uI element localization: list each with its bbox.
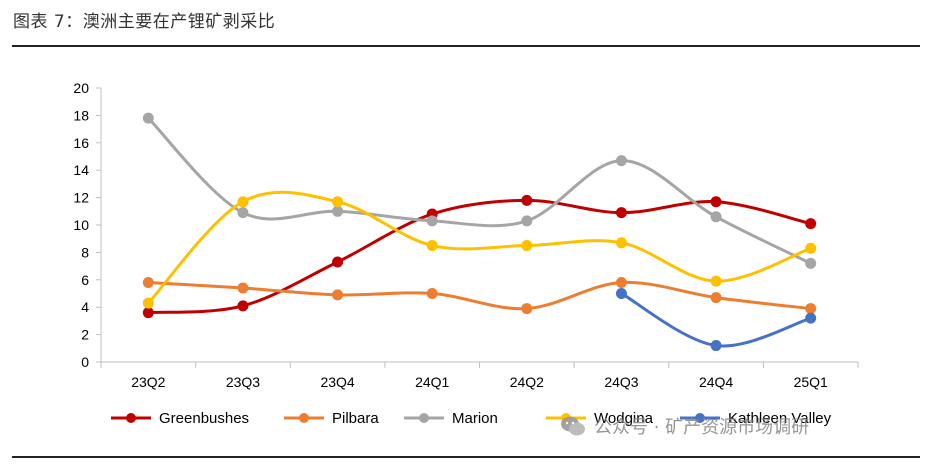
data-point-pilbara bbox=[805, 303, 817, 315]
data-point-greenbushes bbox=[237, 300, 249, 312]
legend-marker-kathleen-valley bbox=[695, 413, 705, 423]
data-point-pilbara bbox=[142, 277, 154, 289]
y-tick-label: 16 bbox=[73, 135, 89, 151]
data-point-marion bbox=[615, 155, 627, 167]
x-tick-label: 23Q3 bbox=[226, 374, 260, 390]
watermark-text: 公众号 · 矿产资源市场调研 bbox=[594, 417, 810, 438]
y-tick-label: 10 bbox=[73, 217, 89, 233]
data-point-greenbushes bbox=[805, 218, 817, 230]
data-point-wodgina bbox=[615, 237, 627, 249]
x-tick-label: 24Q2 bbox=[510, 374, 544, 390]
data-point-marion bbox=[332, 205, 344, 217]
data-point-wodgina bbox=[426, 240, 438, 252]
data-point-marion bbox=[710, 211, 722, 223]
legend-marker-marion bbox=[419, 413, 429, 423]
x-tick-label: 23Q2 bbox=[131, 374, 165, 390]
x-tick-label: 24Q4 bbox=[699, 374, 733, 390]
bottom-divider bbox=[12, 456, 920, 458]
y-tick-label: 6 bbox=[81, 272, 89, 288]
data-point-pilbara bbox=[710, 292, 722, 304]
y-tick-label: 4 bbox=[81, 299, 89, 315]
legend-label-pilbara: Pilbara bbox=[332, 410, 379, 427]
series-line-pilbara bbox=[146, 280, 813, 311]
data-point-marion bbox=[142, 112, 154, 124]
watermark: 公众号 · 矿产资源市场调研 bbox=[560, 413, 809, 439]
legend-marker-greenbushes bbox=[126, 413, 136, 423]
top-divider bbox=[12, 45, 920, 47]
data-point-kathleen-valley bbox=[615, 288, 627, 299]
data-point-marion bbox=[237, 207, 249, 219]
x-tick-label: 24Q3 bbox=[604, 374, 638, 390]
legend-marker-pilbara bbox=[299, 413, 309, 423]
x-tick-label: 24Q1 bbox=[415, 374, 449, 390]
data-point-wodgina bbox=[805, 242, 817, 254]
legend-label-kathleen-valley: Kathleen Valley bbox=[728, 410, 832, 427]
data-point-wodgina bbox=[710, 275, 722, 287]
data-point-pilbara bbox=[237, 282, 249, 294]
y-tick-label: 12 bbox=[73, 190, 89, 206]
legend-label-wodgina: Wodgina bbox=[594, 410, 654, 427]
series-line-marion bbox=[146, 116, 813, 265]
series-line-greenbushes bbox=[146, 198, 813, 315]
data-point-marion bbox=[805, 257, 817, 269]
data-point-wodgina bbox=[521, 240, 533, 252]
data-point-wodgina bbox=[142, 297, 154, 309]
data-point-pilbara bbox=[615, 277, 627, 289]
data-point-greenbushes bbox=[521, 194, 533, 206]
legend-label-marion: Marion bbox=[452, 410, 498, 427]
data-point-kathleen-valley bbox=[710, 340, 722, 352]
data-point-kathleen-valley bbox=[805, 312, 817, 324]
data-point-pilbara bbox=[521, 303, 533, 315]
data-point-wodgina bbox=[332, 196, 344, 208]
y-tick-label: 8 bbox=[81, 244, 89, 260]
x-tick-label: 23Q4 bbox=[320, 374, 354, 390]
data-point-pilbara bbox=[332, 289, 344, 301]
chart-title: 图表 7：澳洲主要在产锂矿剥采比 bbox=[13, 12, 276, 32]
data-point-greenbushes bbox=[615, 207, 627, 219]
data-point-greenbushes bbox=[142, 307, 154, 319]
y-tick-label: 18 bbox=[73, 107, 89, 123]
data-point-marion bbox=[426, 215, 438, 227]
x-tick-label: 25Q1 bbox=[794, 374, 828, 390]
y-tick-label: 20 bbox=[73, 80, 89, 96]
y-tick-label: 0 bbox=[81, 354, 89, 370]
wechat-icon bbox=[561, 416, 585, 436]
y-tick-label: 2 bbox=[81, 327, 89, 343]
data-point-greenbushes bbox=[332, 256, 344, 268]
data-point-greenbushes bbox=[710, 196, 722, 208]
legend-label-greenbushes: Greenbushes bbox=[159, 410, 249, 427]
data-point-pilbara bbox=[426, 288, 438, 299]
data-point-wodgina bbox=[237, 196, 249, 208]
data-point-marion bbox=[521, 215, 533, 227]
y-tick-label: 14 bbox=[73, 162, 89, 178]
